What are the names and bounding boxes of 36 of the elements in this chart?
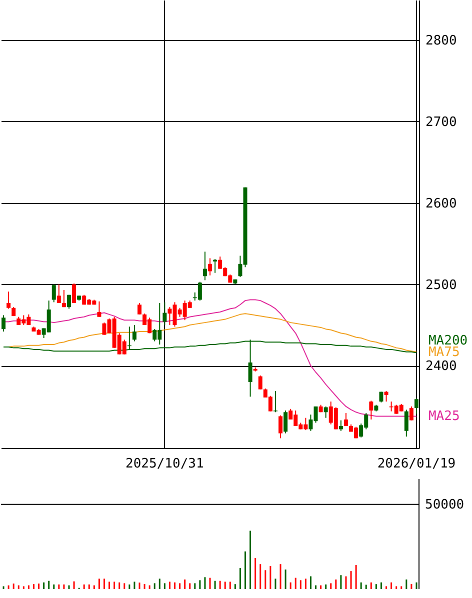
candlestick (213, 258, 218, 274)
candlestick (202, 251, 207, 281)
candlestick (344, 412, 348, 427)
candlestick (2, 314, 6, 332)
candlestick (66, 294, 71, 310)
candlestick (273, 390, 278, 413)
candlestick (324, 406, 328, 418)
text: 50000 (425, 497, 464, 512)
candlestick (404, 409, 408, 438)
candlestick (52, 284, 56, 303)
y-tick-label: 2400 (426, 359, 457, 374)
candlestick (258, 375, 262, 390)
candlestick (284, 410, 288, 434)
candlestick (338, 420, 343, 432)
candlestick (414, 398, 418, 414)
candlestick (56, 284, 61, 304)
series-label: MA75 (428, 344, 460, 360)
candlestick (369, 400, 374, 420)
candlestick (132, 324, 136, 342)
candlestick (97, 300, 102, 318)
candlestick (409, 406, 414, 421)
candlestick (72, 282, 76, 304)
candlestick (384, 390, 388, 402)
candlestick (208, 258, 212, 276)
candlestick (62, 289, 66, 308)
x-tick-label: 2026/01/19 (377, 456, 456, 472)
x-tick-label: 2025/10/31 (126, 456, 204, 472)
y-tick-label: 2800 (426, 33, 457, 48)
candlestick (278, 414, 283, 439)
y-tick-label: 2700 (426, 114, 457, 130)
candlestick (137, 302, 142, 315)
y-tick-label: 2500 (426, 278, 457, 293)
candlestick (162, 302, 167, 326)
series-label: MA25 (428, 409, 460, 424)
y-tick-label: 2600 (426, 196, 457, 212)
candlestick (6, 291, 11, 310)
